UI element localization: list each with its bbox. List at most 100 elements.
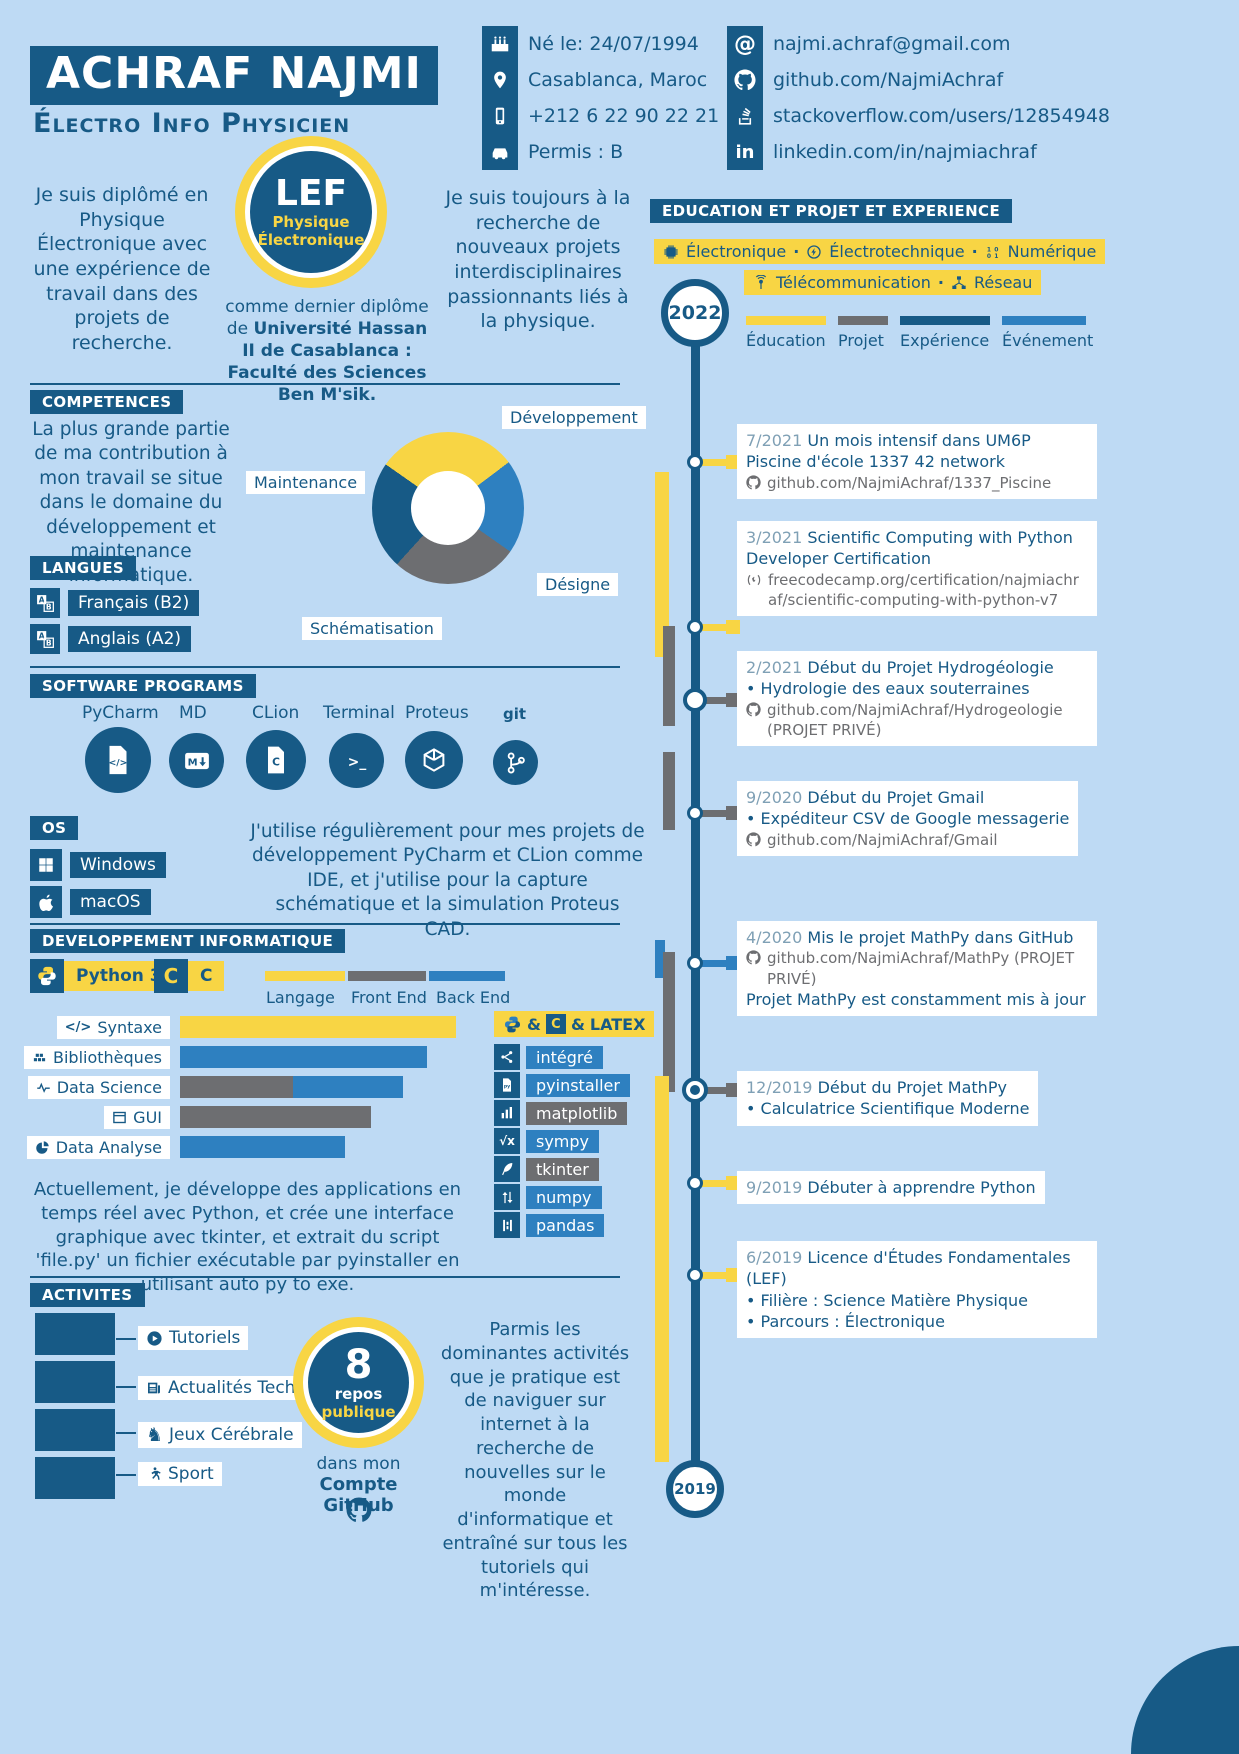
svg-text:py: py (504, 1085, 510, 1090)
pycharm-icon: </> (85, 727, 151, 793)
square-root-icon: √x (494, 1128, 520, 1154)
birth-date: Né le: 24/07/1994 (528, 33, 699, 55)
activity-label-sport: Sport (138, 1462, 222, 1486)
pie-chart-icon (35, 1140, 50, 1155)
github-icon[interactable] (346, 1497, 372, 1523)
lib-row-integre: intégré (494, 1044, 603, 1070)
diploma-prefix: comme dernier diplôme de (225, 297, 429, 340)
github-account-label[interactable]: Compte GitHub (319, 1474, 398, 1516)
bar-chart-icon (494, 1100, 520, 1126)
windows-icon (30, 849, 62, 881)
proteus-icon (405, 731, 463, 789)
bar-category-label: </> Syntaxe (56, 1015, 170, 1039)
language-label: Français (B2) (68, 590, 200, 616)
lef-line1: Physique (272, 212, 350, 231)
legend-swatch (838, 316, 888, 325)
bar-row-gui: GUI (18, 1104, 372, 1130)
diploma-note: comme dernier diplôme de Université Hass… (218, 296, 436, 406)
timeline-event-certification: 3/2021 Scientific Computing with Python … (737, 521, 1097, 617)
activity-thumbnail (35, 1409, 115, 1451)
lef-acronym: LEF (274, 173, 348, 215)
legend-label-backend: Back End (436, 988, 511, 1007)
timeline-node-large (683, 688, 707, 712)
svg-text:A: A (39, 632, 45, 641)
sort-arrows-icon (494, 1184, 520, 1210)
legend-swatch (1002, 316, 1086, 325)
email-link[interactable]: najmi.achraf@gmail.com (773, 33, 1011, 55)
libs-title: & C & LATEX (494, 1011, 655, 1037)
git-branch-icon (493, 740, 538, 785)
event-link[interactable]: github.com/NajmiAchraf/MathPy (PROJET PR… (746, 948, 1088, 989)
event-bullet: Calculatrice Scientifique Moderne (746, 1098, 1030, 1119)
lib-row-numpy: numpy (494, 1184, 602, 1210)
timeline-connector (699, 1176, 740, 1190)
timeline-connector (699, 455, 740, 469)
divider (30, 383, 620, 385)
contact-row-github: github.com/NajmiAchraf (727, 62, 1003, 98)
svg-text:B: B (46, 639, 52, 648)
svg-text:A: A (39, 596, 45, 605)
legend-swatch-frontend (348, 971, 426, 981)
program-name-terminal: Terminal (323, 703, 395, 723)
legend-item-projet: Projet (838, 316, 888, 350)
svg-text:1: 1 (994, 253, 998, 260)
section-langues-heading: LANGUES (30, 556, 137, 580)
event-bullet: Hydrologie des eaux souterraines (746, 678, 1088, 699)
event-title: Scientific Computing with Python Develop… (746, 528, 1073, 569)
bar-segment-backend (293, 1076, 404, 1098)
svg-text:0: 0 (994, 246, 998, 253)
legend-label-langage: Langage (266, 988, 335, 1007)
connector-square (726, 455, 740, 469)
blocks-icon (32, 1050, 47, 1065)
bar-row-data-analyse: Data Analyse (18, 1134, 346, 1160)
profile-seeking: Je suis toujours à la recherche de nouve… (445, 187, 631, 333)
bar-row-data-science: Data Science (18, 1074, 404, 1100)
timeline-end-year: 2019 (666, 1460, 724, 1518)
personal-row-location: Casablanca, Maroc (482, 62, 707, 98)
activity-connector (116, 1474, 136, 1476)
timeline-connector (699, 806, 740, 820)
tag-electronique: Électronique (686, 242, 787, 261)
event-link[interactable]: github.com/NajmiAchraf/1337_Piscine (746, 473, 1088, 493)
github-link[interactable]: github.com/NajmiAchraf (773, 69, 1004, 91)
bar-row-bibliotheques: Bibliothèques (18, 1044, 427, 1070)
timeline-legend: Éducation Projet Expérience Événement (746, 316, 1093, 350)
section-os-heading: OS (30, 816, 79, 840)
event-title: Début du Projet MathPy (817, 1078, 1007, 1097)
timeline-start-year: 2022 (661, 279, 729, 347)
section-activites-heading: ACTIVITES (30, 1283, 145, 1307)
motor-icon (806, 244, 822, 260)
duration-bar-projet (663, 952, 675, 1092)
location-pin-icon (482, 62, 518, 98)
event-link[interactable]: github.com/NajmiAchraf/Hydrogeologie (PR… (746, 700, 1088, 741)
repos-count: 8 (344, 1341, 373, 1388)
event-date: 3/2021 (746, 528, 803, 547)
phone-number: +212 6 22 90 22 21 (528, 105, 720, 127)
event-link[interactable]: github.com/NajmiAchraf/Gmail (746, 830, 1069, 850)
os-text: J'utilise régulièrement pour mes projets… (250, 821, 645, 940)
lib-chip: intégré (526, 1045, 603, 1069)
feather-icon (494, 1156, 520, 1182)
timeline-event-mathpy-github: 4/2020 Mis le projet MathPy dans GitHub … (737, 921, 1097, 1017)
event-link[interactable]: freecodecamp.org/certification/najmiachr… (746, 570, 1088, 611)
bar-category-label: Data Analyse (26, 1135, 170, 1159)
c-language-icon: C (154, 959, 188, 993)
legend-swatch (746, 316, 826, 325)
contact-row-linkedin: in linkedin.com/in/najmiachraf (727, 134, 1037, 170)
linkedin-link[interactable]: linkedin.com/in/najmiachraf (773, 141, 1037, 163)
timeline-event-licence: 6/2019 Licence d'Études Fondamentales (L… (737, 1241, 1097, 1339)
license-text: Permis : B (528, 141, 624, 163)
connector-square (726, 956, 740, 970)
terminal-icon: >_ (329, 733, 384, 788)
bar-segment-backend (180, 1136, 346, 1158)
stackoverflow-link[interactable]: stackoverflow.com/users/12854948 (773, 105, 1110, 127)
bar-category-label: GUI (104, 1105, 170, 1129)
github-icon (727, 62, 763, 98)
chess-knight-icon: ♞ (146, 1424, 164, 1446)
personal-row-birth: Né le: 24/07/1994 (482, 26, 699, 62)
